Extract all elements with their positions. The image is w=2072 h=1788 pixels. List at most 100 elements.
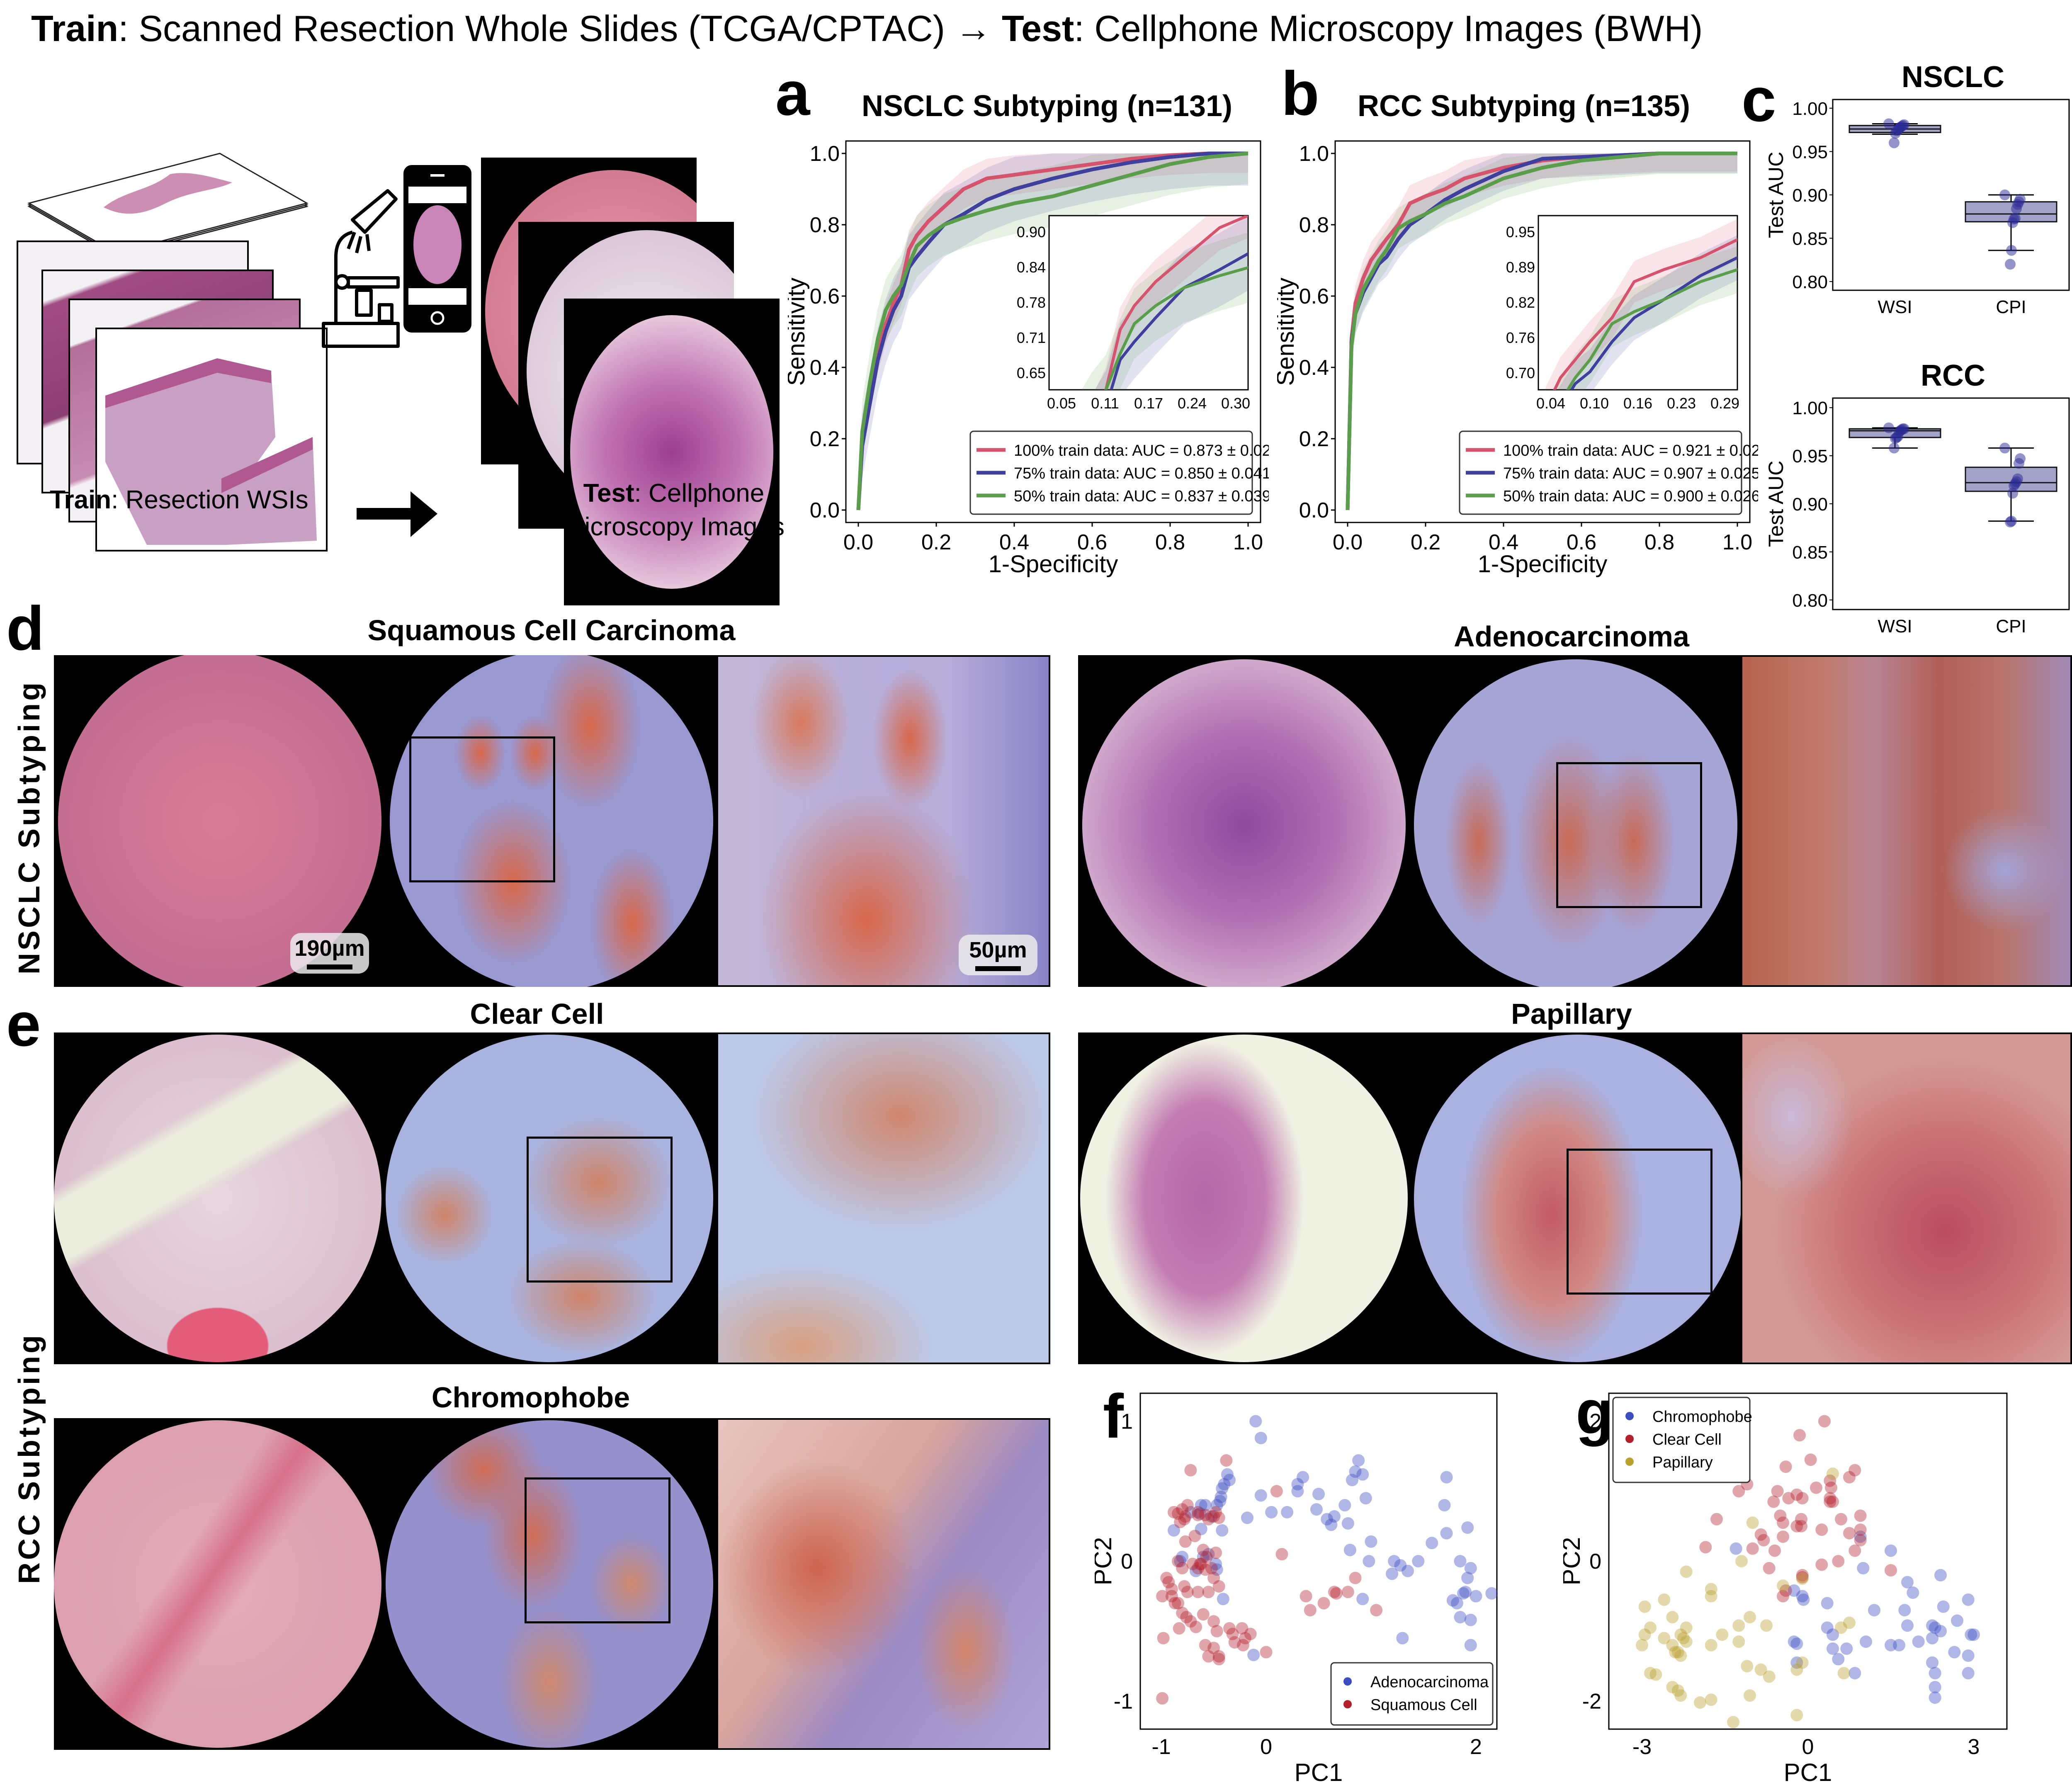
data-point <box>1790 1637 1803 1650</box>
data-point <box>1202 1650 1215 1663</box>
data-point <box>1212 1650 1225 1663</box>
data-point <box>1349 1465 1362 1478</box>
data-point <box>1270 1485 1283 1498</box>
data-point <box>1796 1569 1809 1582</box>
data-point <box>1343 1544 1356 1556</box>
data-point <box>1666 1611 1679 1623</box>
data-point <box>1824 1495 1836 1508</box>
data-point <box>1300 1590 1312 1603</box>
inset-y-tick: 0.76 <box>1506 329 1535 346</box>
x-tick-label: 0.2 <box>1411 530 1440 554</box>
data-point <box>1363 1555 1375 1567</box>
data-point <box>1210 1625 1223 1637</box>
data-point <box>1216 1482 1229 1495</box>
pca-scatter-rcc: -3 0 3 -2 0 2 PC1 PC2 Chromophobe Clear Cell Papil… <box>1563 1392 2008 1786</box>
roc-curve <box>856 151 1248 510</box>
data-point <box>1181 1586 1194 1599</box>
papillary-title: Papillary <box>1511 998 1632 1030</box>
legend-entry: 50% train data: AUC = 0.900 ± 0.026 <box>1503 488 1758 505</box>
data-point <box>1843 1616 1856 1629</box>
data-point <box>1244 1628 1257 1640</box>
data-point <box>1168 1597 1181 1610</box>
x-tick-label: 0.8 <box>1644 530 1674 554</box>
x-tick-label: WSI <box>1878 297 1912 317</box>
data-point <box>1341 1586 1354 1599</box>
data-point <box>1190 1564 1202 1577</box>
panel-label-d: d <box>6 593 44 663</box>
data-point <box>1386 1567 1399 1580</box>
data-point <box>1412 1555 1425 1567</box>
wsi-thumbnail-4 <box>95 328 328 551</box>
data-point <box>1217 1593 1229 1606</box>
data-point <box>1184 1506 1197 1518</box>
data-point <box>1929 1681 1941 1693</box>
chromophobe-zoom-image <box>717 1418 1050 1750</box>
legend-entry: Adenocarcinoma <box>1370 1674 1489 1691</box>
data-point <box>1779 1460 1792 1473</box>
data-point <box>1216 1524 1229 1537</box>
microscope-icon <box>322 189 400 348</box>
data-point <box>1999 189 2010 200</box>
data-point <box>1883 422 1894 433</box>
y-axis-label: PC2 <box>1563 1537 1585 1586</box>
data-point <box>1202 1586 1215 1599</box>
data-point <box>1757 1534 1770 1547</box>
legend-entry: Chromophobe <box>1652 1408 1752 1426</box>
data-point <box>1795 1513 1807 1526</box>
inset-y-tick: 0.70 <box>1506 364 1535 381</box>
legend <box>1612 1397 1751 1483</box>
scale-bar-50um: 50µm <box>959 935 1037 975</box>
data-point <box>1818 1415 1831 1428</box>
data-point <box>1744 1689 1756 1702</box>
data-point <box>1666 1681 1679 1693</box>
data-point <box>1638 1600 1651 1613</box>
data-point <box>1165 1590 1178 1603</box>
clear-cell-title: Clear Cell <box>470 998 604 1030</box>
data-point <box>2005 517 2016 528</box>
data-point <box>1644 1667 1657 1679</box>
data-point <box>1849 1544 1861 1557</box>
data-point <box>1396 1632 1409 1645</box>
data-point <box>1202 1513 1215 1526</box>
data-point <box>1197 1544 1210 1556</box>
inset-x-tick: 0.23 <box>1667 395 1696 412</box>
data-point <box>1796 1656 1809 1669</box>
data-point <box>1212 1511 1225 1524</box>
scale-bar-190um: 190µm <box>290 933 369 974</box>
data-point <box>1890 128 1901 139</box>
data-point <box>1346 1474 1358 1487</box>
data-point <box>1832 1555 1845 1567</box>
data-point <box>1796 1571 1809 1584</box>
data-point <box>1157 1632 1170 1645</box>
data-point <box>1454 1611 1467 1623</box>
data-point <box>1359 1492 1372 1505</box>
data-point <box>1180 1611 1193 1623</box>
data-point <box>1796 1590 1809 1603</box>
legend-entry: 100% train data: AUC = 0.873 ± 0.025 <box>1014 442 1269 459</box>
data-point <box>1638 1628 1651 1641</box>
data-point <box>1205 1510 1218 1523</box>
data-point <box>1671 1646 1684 1659</box>
data-point <box>1470 1590 1482 1603</box>
y-tick-label: 0.4 <box>1299 356 1329 380</box>
data-point <box>1727 1716 1739 1729</box>
y-tick-label: 0.85 <box>1792 229 1828 249</box>
data-point <box>1849 1464 1861 1477</box>
data-point <box>1636 1639 1648 1652</box>
data-point <box>1907 1586 1919 1599</box>
data-point <box>1328 1586 1341 1599</box>
data-point <box>1330 1587 1343 1600</box>
data-point <box>1777 1516 1789 1529</box>
papillary-he-image <box>1078 1032 1742 1364</box>
x-tick-label: WSI <box>1878 616 1912 636</box>
data-point <box>1200 1550 1213 1563</box>
data-point <box>1901 1576 1914 1589</box>
data-point <box>1184 1615 1197 1628</box>
data-point <box>1857 1562 1870 1574</box>
roc-chart-rcc: 0.0 0.2 0.4 0.6 0.8 1.0 0.0 0.2 0.4 0.6 0.8 1.0 1-Sp… <box>1277 140 1758 578</box>
inset-x-tick: 0.17 <box>1134 395 1163 412</box>
data-point <box>1202 1548 1215 1561</box>
data-point <box>1777 1579 1789 1592</box>
panel-label-g: g <box>1576 1377 1614 1447</box>
data-point <box>1207 1615 1220 1628</box>
